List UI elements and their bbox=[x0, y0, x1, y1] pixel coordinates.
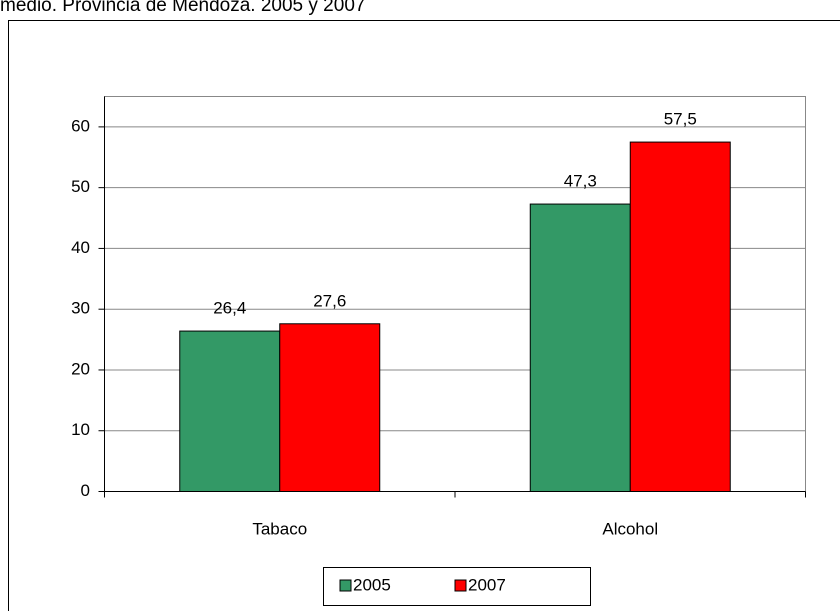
y-tick-label: 0 bbox=[81, 481, 90, 500]
y-tick-label: 30 bbox=[71, 299, 90, 318]
legend-label: 2005 bbox=[353, 575, 391, 594]
y-tick-label: 10 bbox=[71, 420, 90, 439]
bar bbox=[179, 330, 281, 493]
y-tick-label: 40 bbox=[71, 238, 90, 257]
bar bbox=[279, 323, 381, 492]
legend-swatch bbox=[339, 579, 352, 592]
data-label: 26,4 bbox=[213, 299, 246, 318]
x-tick-label: Alcohol bbox=[602, 519, 658, 538]
bar bbox=[529, 203, 631, 493]
data-label: 47,3 bbox=[564, 172, 597, 191]
y-tick-label: 20 bbox=[71, 359, 90, 378]
x-tick-label: Tabaco bbox=[252, 519, 307, 538]
y-tick-label: 50 bbox=[71, 177, 90, 196]
legend-swatch bbox=[454, 579, 467, 592]
bar bbox=[629, 141, 731, 492]
y-tick-label: 60 bbox=[71, 116, 90, 135]
data-label: 27,6 bbox=[313, 291, 346, 310]
legend-label: 2007 bbox=[468, 575, 506, 594]
chart-title: medio. Provincia de Mendoza. 2005 y 2007 bbox=[0, 0, 365, 16]
data-label: 57,5 bbox=[664, 110, 697, 129]
